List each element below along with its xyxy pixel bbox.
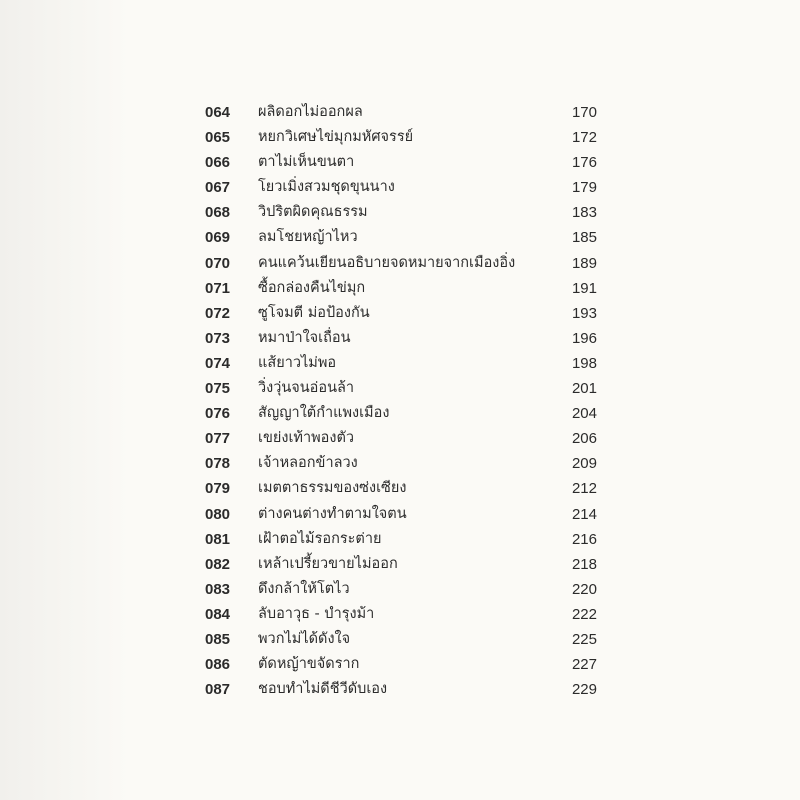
- toc-entry: 083 ดึงกล้าให้โตไว 220: [205, 577, 597, 602]
- page-number: 206: [571, 430, 597, 448]
- chapter-title: เมตตาธรรมของซ่งเซียง: [258, 480, 407, 497]
- chapter-title: ลับอาวุธ - บำรุงม้า: [258, 605, 375, 622]
- chapter-number: 085: [205, 630, 231, 648]
- chapter-title: ชอบทำไม่ดีชีวีดับเอง: [258, 681, 388, 698]
- chapter-title: สัญญาใต้กำแพงเมือง: [258, 405, 390, 422]
- toc-entry: 074 แส้ยาวไม่พอ 198: [205, 351, 597, 376]
- page-shadow: [0, 0, 130, 800]
- chapter-number: 072: [205, 304, 231, 322]
- toc-entry: 069 ลมโชยหญ้าไหว 185: [205, 225, 597, 250]
- page-number: 191: [571, 279, 597, 297]
- toc-entry: 084 ลับอาวุธ - บำรุงม้า 222: [205, 602, 597, 627]
- chapter-number: 083: [205, 580, 231, 598]
- chapter-number: 082: [205, 555, 231, 573]
- chapter-number: 073: [205, 329, 231, 347]
- page-number: 222: [571, 605, 597, 623]
- toc-entry: 075 วิ่งวุ่นจนอ่อนล้า 201: [205, 376, 597, 401]
- toc-entry: 080 ต่างคนต่างทำตามใจตน 214: [205, 502, 597, 527]
- chapter-number: 080: [205, 505, 231, 523]
- page-number: 172: [571, 129, 597, 147]
- chapter-title: หยกวิเศษไข่มุกมหัศจรรย์: [258, 129, 414, 146]
- toc-entry: 085 พวกไม่ได้ดังใจ 225: [205, 627, 597, 652]
- toc-entry: 077 เขย่งเท้าพองตัว 206: [205, 426, 597, 451]
- chapter-title: ซื้อกล่องคืนไข่มุก: [258, 279, 366, 296]
- page-number: 212: [571, 480, 597, 498]
- page-number: 216: [571, 530, 597, 548]
- chapter-title: ต่างคนต่างทำตามใจตน: [258, 505, 407, 522]
- chapter-title: ซูโจมตี ม่อป้องกัน: [258, 304, 370, 321]
- page-number: 214: [571, 505, 597, 523]
- toc-entry: 068 วิปริตผิดคุณธรรม 183: [205, 200, 597, 225]
- page-number: 179: [571, 179, 597, 197]
- table-of-contents: 064 ผลิดอกไม่ออกผล 170 065 หยกวิเศษไข่มุกมหั…: [205, 100, 597, 702]
- chapter-number: 067: [205, 179, 231, 197]
- chapter-number: 069: [205, 229, 231, 247]
- chapter-title: ผลิดอกไม่ออกผล: [258, 104, 363, 120]
- chapter-number: 068: [205, 204, 231, 222]
- toc-entry: 086 ตัดหญ้าขจัดราก 227: [205, 652, 597, 677]
- chapter-number: 066: [205, 154, 231, 172]
- chapter-title: เหล้าเปรี้ยวขายไม่ออก: [258, 555, 398, 572]
- toc-entry: 087 ชอบทำไม่ดีชีวีดับเอง 229: [205, 677, 597, 702]
- chapter-title: วิ่งวุ่นจนอ่อนล้า: [258, 380, 355, 397]
- chapter-title: คนแคว้นเยียนอธิบายจดหมายจากเมืองอิ่ง: [258, 254, 516, 271]
- chapter-title: โยวเมิ่งสวมชุดขุนนาง: [258, 179, 395, 196]
- chapter-number: 078: [205, 455, 231, 473]
- page-number: 189: [571, 254, 597, 272]
- chapter-number: 071: [205, 279, 231, 297]
- toc-entry: 079 เมตตาธรรมของซ่งเซียง 212: [205, 476, 597, 501]
- page-number: 183: [571, 204, 597, 222]
- chapter-number: 065: [205, 129, 231, 147]
- chapter-number: 077: [205, 430, 231, 448]
- chapter-title: พวกไม่ได้ดังใจ: [258, 630, 351, 647]
- page-number: 218: [571, 555, 597, 573]
- page-number: 204: [571, 405, 597, 423]
- chapter-number: 075: [205, 380, 231, 398]
- page-number: 220: [571, 580, 597, 598]
- toc-entry: 072 ซูโจมตี ม่อป้องกัน 193: [205, 301, 597, 326]
- page-number: 225: [571, 630, 597, 648]
- chapter-number: 074: [205, 354, 231, 372]
- page-number: 227: [571, 656, 597, 674]
- page-number: 229: [571, 681, 597, 699]
- toc-entry: 082 เหล้าเปรี้ยวขายไม่ออก 218: [205, 552, 597, 577]
- toc-entry: 066 ตาไม่เห็นขนตา 176: [205, 150, 597, 175]
- chapter-title: เฝ้าตอไม้รอกระต่าย: [258, 530, 382, 547]
- chapter-title: แส้ยาวไม่พอ: [258, 354, 337, 371]
- toc-entry: 070 คนแคว้นเยียนอธิบายจดหมายจากเมืองอิ่ง 1…: [205, 251, 597, 276]
- page-number: 198: [571, 354, 597, 372]
- page-number: 176: [571, 154, 597, 172]
- toc-entry: 081 เฝ้าตอไม้รอกระต่าย 216: [205, 527, 597, 552]
- chapter-number: 079: [205, 480, 231, 498]
- chapter-title: ตัดหญ้าขจัดราก: [258, 656, 360, 673]
- chapter-number: 081: [205, 530, 231, 548]
- page-number: 170: [571, 104, 597, 121]
- chapter-title: เขย่งเท้าพองตัว: [258, 430, 355, 447]
- page-number: 185: [571, 229, 597, 247]
- chapter-number: 086: [205, 656, 231, 674]
- toc-entry: 067 โยวเมิ่งสวมชุดขุนนาง 179: [205, 175, 597, 200]
- chapter-title: ตาไม่เห็นขนตา: [258, 154, 355, 171]
- page-number: 193: [571, 304, 597, 322]
- chapter-number: 064: [205, 104, 231, 121]
- chapter-title: วิปริตผิดคุณธรรม: [258, 204, 368, 221]
- chapter-number: 084: [205, 605, 231, 623]
- chapter-title: หมาป่าใจเถื่อน: [258, 329, 351, 346]
- chapter-number: 087: [205, 681, 231, 699]
- toc-entry: 064 ผลิดอกไม่ออกผล 170: [205, 100, 597, 125]
- chapter-number: 076: [205, 405, 231, 423]
- page-number: 196: [571, 329, 597, 347]
- chapter-number: 070: [205, 254, 231, 272]
- chapter-title: เจ้าหลอกข้าลวง: [258, 455, 358, 472]
- toc-entry: 073 หมาป่าใจเถื่อน 196: [205, 326, 597, 351]
- toc-entry: 071 ซื้อกล่องคืนไข่มุก 191: [205, 276, 597, 301]
- chapter-title: ลมโชยหญ้าไหว: [258, 229, 358, 246]
- toc-entry: 076 สัญญาใต้กำแพงเมือง 204: [205, 401, 597, 426]
- toc-entry: 078 เจ้าหลอกข้าลวง 209: [205, 451, 597, 476]
- page-number: 209: [571, 455, 597, 473]
- toc-entry: 065 หยกวิเศษไข่มุกมหัศจรรย์ 172: [205, 125, 597, 150]
- page-number: 201: [571, 380, 597, 398]
- chapter-title: ดึงกล้าให้โตไว: [258, 580, 350, 597]
